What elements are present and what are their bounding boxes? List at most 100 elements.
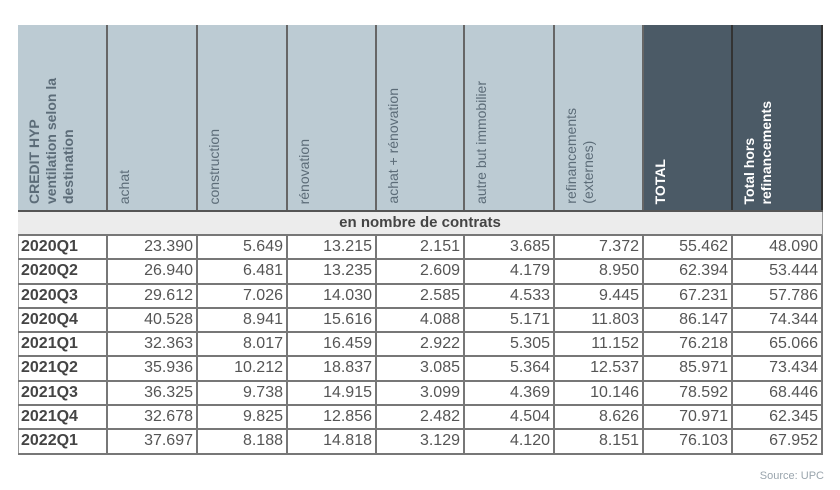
table-cell: 13.215 bbox=[288, 236, 377, 259]
table-cell: 5.364 bbox=[465, 357, 555, 380]
table-cell: 9.825 bbox=[198, 406, 288, 429]
row-label: 2021Q4 bbox=[18, 406, 108, 429]
table-cell: 9.738 bbox=[198, 381, 288, 405]
table-row: 2022Q1 37.697 8.188 14.818 3.129 4.120 8.151 76… bbox=[18, 430, 823, 455]
table-cell: 4.504 bbox=[465, 406, 555, 429]
table-row: 2020Q3 29.612 7.026 14.030 2.585 4.533 9.445 67… bbox=[18, 284, 823, 309]
table-cell: 18.837 bbox=[288, 357, 377, 380]
table-cell: 4.179 bbox=[465, 260, 555, 283]
table-cell: 85.971 bbox=[644, 357, 733, 380]
row-label: 2020Q4 bbox=[18, 308, 108, 332]
table-cell: 8.017 bbox=[198, 333, 288, 356]
table-row: 2021Q1 32.363 8.017 16.459 2.922 5.305 11.152 7… bbox=[18, 333, 823, 358]
table-cell: 32.363 bbox=[108, 333, 198, 356]
table-cell: 26.940 bbox=[108, 260, 198, 283]
column-header-label: TOTAL bbox=[652, 158, 668, 204]
column-header: refinancements (externes) bbox=[555, 25, 644, 210]
row-label: 2021Q1 bbox=[18, 333, 108, 356]
column-header-label: autre but immobilier bbox=[473, 81, 489, 204]
table-cell: 2.922 bbox=[377, 333, 465, 356]
column-header: TOTAL bbox=[644, 25, 733, 210]
table-cell: 7.372 bbox=[555, 236, 644, 259]
table-cell: 8.950 bbox=[555, 260, 644, 283]
table-cell: 37.697 bbox=[108, 430, 198, 453]
column-header: rénovation bbox=[288, 25, 377, 210]
table-subheader: en nombre de contrats bbox=[18, 212, 823, 236]
table-cell: 5.171 bbox=[465, 308, 555, 332]
row-label: 2022Q1 bbox=[18, 430, 108, 453]
table-cell: 67.952 bbox=[733, 430, 823, 453]
column-header: achat bbox=[108, 25, 198, 210]
table-cell: 3.685 bbox=[465, 236, 555, 259]
table-cell: 14.030 bbox=[288, 284, 377, 307]
row-label: 2021Q3 bbox=[18, 381, 108, 405]
source-note: Source: UPC bbox=[759, 470, 824, 482]
table-row: 2020Q2 26.940 6.481 13.235 2.609 4.179 8.950 62… bbox=[18, 260, 823, 285]
table-cell: 2.585 bbox=[377, 284, 465, 307]
table-cell: 8.151 bbox=[555, 430, 644, 453]
table-cell: 70.971 bbox=[644, 406, 733, 429]
row-label: 2020Q3 bbox=[18, 284, 108, 307]
table-cell: 3.085 bbox=[377, 357, 465, 380]
column-header-label: Total hors refinancements bbox=[741, 100, 774, 204]
column-header-label: rénovation bbox=[296, 138, 312, 204]
table-cell: 4.088 bbox=[377, 308, 465, 332]
table-cell: 13.235 bbox=[288, 260, 377, 283]
table-cell: 2.482 bbox=[377, 406, 465, 429]
table-header: CREDIT HYP ventilation selon la destinat… bbox=[18, 25, 823, 212]
table-cell: 10.146 bbox=[555, 381, 644, 405]
table-cell: 36.325 bbox=[108, 381, 198, 405]
table-cell: 57.786 bbox=[733, 284, 823, 307]
column-header-label: achat + rénovation bbox=[385, 88, 401, 204]
table-cell: 3.099 bbox=[377, 381, 465, 405]
column-header: autre but immobilier bbox=[465, 25, 555, 210]
table-cell: 62.345 bbox=[733, 406, 823, 429]
table-cell: 5.649 bbox=[198, 236, 288, 259]
table-cell: 35.936 bbox=[108, 357, 198, 380]
column-header-label: CREDIT HYP ventilation selon la destinat… bbox=[26, 77, 76, 204]
column-header-label: achat bbox=[116, 169, 132, 204]
table-cell: 76.103 bbox=[644, 430, 733, 453]
table-cell: 12.856 bbox=[288, 406, 377, 429]
table-row: 2021Q3 36.325 9.738 14.915 3.099 4.369 10.146 7… bbox=[18, 381, 823, 407]
table-cell: 8.941 bbox=[198, 308, 288, 332]
table-cell: 14.915 bbox=[288, 381, 377, 405]
table-cell: 12.537 bbox=[555, 357, 644, 380]
table-cell: 78.592 bbox=[644, 381, 733, 405]
table-cell: 11.152 bbox=[555, 333, 644, 356]
table-cell: 4.369 bbox=[465, 381, 555, 405]
table-cell: 29.612 bbox=[108, 284, 198, 307]
table-row: 2021Q2 35.936 10.212 18.837 3.085 5.364 12.537… bbox=[18, 357, 823, 382]
table-cell: 5.305 bbox=[465, 333, 555, 356]
column-header: Total hors refinancements bbox=[733, 25, 823, 210]
column-header-label: refinancements (externes) bbox=[563, 108, 596, 204]
row-label: 2020Q1 bbox=[18, 236, 108, 259]
table-cell: 65.066 bbox=[733, 333, 823, 356]
table-cell: 86.147 bbox=[644, 308, 733, 332]
row-label: 2021Q2 bbox=[18, 357, 108, 380]
table-cell: 40.528 bbox=[108, 308, 198, 332]
table-row: 2021Q4 32.678 9.825 12.856 2.482 4.504 8.626 70… bbox=[18, 406, 823, 431]
table-cell: 15.616 bbox=[288, 308, 377, 332]
table-cell: 4.120 bbox=[465, 430, 555, 453]
table-cell: 67.231 bbox=[644, 284, 733, 307]
table-body: 2020Q1 23.390 5.649 13.215 2.151 3.685 7.372 55… bbox=[18, 236, 823, 455]
credit-table: CREDIT HYP ventilation selon la destinat… bbox=[18, 25, 823, 455]
table-cell: 73.434 bbox=[733, 357, 823, 380]
column-header-label: construction bbox=[206, 128, 222, 204]
table-cell: 8.188 bbox=[198, 430, 288, 453]
table-cell: 76.218 bbox=[644, 333, 733, 356]
table-cell: 8.626 bbox=[555, 406, 644, 429]
row-label: 2020Q2 bbox=[18, 260, 108, 283]
column-header: achat + rénovation bbox=[377, 25, 465, 210]
table-cell: 48.090 bbox=[733, 236, 823, 259]
table-cell: 23.390 bbox=[108, 236, 198, 259]
table-cell: 9.445 bbox=[555, 284, 644, 307]
table-cell: 16.459 bbox=[288, 333, 377, 356]
table-cell: 2.609 bbox=[377, 260, 465, 283]
table-cell: 53.444 bbox=[733, 260, 823, 283]
table-cell: 7.026 bbox=[198, 284, 288, 307]
table-cell: 10.212 bbox=[198, 357, 288, 380]
table-row: 2020Q4 40.528 8.941 15.616 4.088 5.171 11.803 8… bbox=[18, 308, 823, 334]
table-cell: 6.481 bbox=[198, 260, 288, 283]
